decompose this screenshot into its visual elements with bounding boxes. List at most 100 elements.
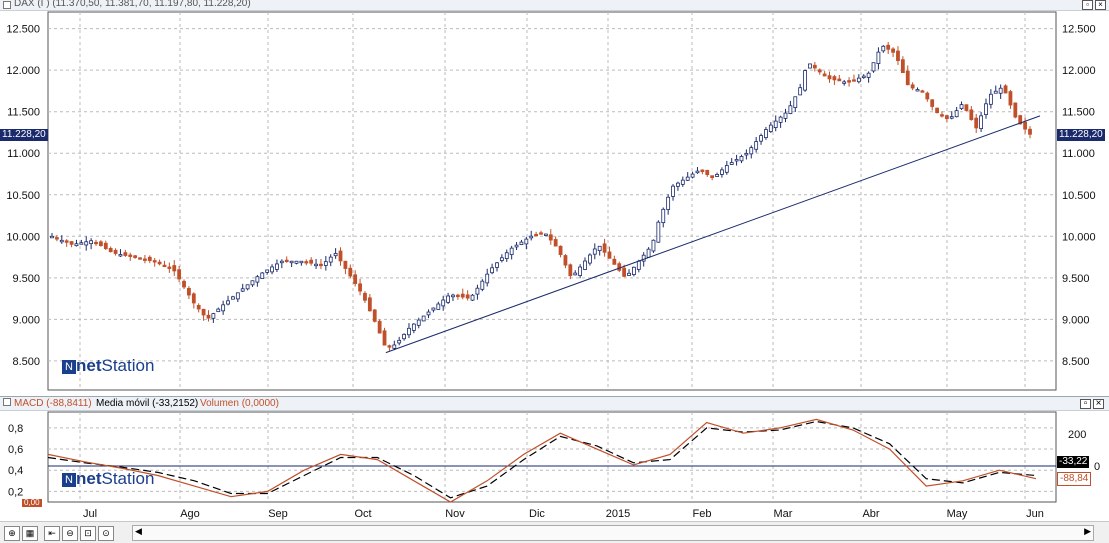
candle-body (627, 272, 631, 276)
candle-body (646, 248, 651, 258)
candle-body (524, 238, 529, 245)
horizontal-scrollbar[interactable]: ◀ ▶ (132, 525, 1094, 541)
candle-body (416, 319, 421, 326)
candle-body (275, 263, 279, 270)
restore-icon[interactable]: ▫ (1082, 0, 1093, 10)
candle-body (842, 81, 847, 84)
candle-body (607, 251, 612, 259)
candle-body (964, 104, 969, 111)
candle-body (167, 266, 172, 269)
x-tick-label: Oct (354, 508, 371, 520)
zoom-out-icon[interactable]: ⊖ (62, 526, 78, 541)
candle-body (876, 51, 881, 65)
zoom-region-icon[interactable]: ⊡ (80, 526, 96, 541)
candle-body (1008, 91, 1013, 106)
candle-body (661, 208, 666, 224)
ma-value-tag: -33,22 (1057, 456, 1090, 468)
scroll-left-icon[interactable]: ⇤ (44, 526, 60, 541)
candle-body (749, 147, 754, 155)
candle-body (392, 344, 397, 349)
candle-body (680, 179, 685, 185)
candle-body (539, 232, 543, 235)
candle-body (896, 50, 900, 62)
candle-body (632, 266, 636, 275)
candle-body (583, 260, 587, 270)
candle-body (822, 73, 827, 77)
candle-body (128, 254, 133, 257)
candle-body (221, 304, 226, 312)
candle-body (367, 297, 372, 312)
candle-body (465, 294, 470, 299)
candle-body (666, 196, 671, 210)
scroll-left-arrow[interactable]: ◀ (135, 526, 142, 536)
candle-body (553, 239, 558, 247)
candle-body (949, 116, 954, 119)
candle-body (578, 266, 583, 276)
zoom-fit-icon[interactable]: ⊙ (98, 526, 114, 541)
scroll-right-arrow[interactable]: ▶ (1084, 526, 1091, 536)
candle-body (509, 247, 514, 256)
candle-body (979, 115, 983, 130)
candle-body (333, 253, 338, 257)
macd-tick-right: 200 (1068, 429, 1086, 441)
y-tick-label-left: 10.000 (6, 231, 40, 243)
candle-body (768, 124, 773, 132)
panel-restore-icon[interactable]: ▫ (1080, 399, 1091, 409)
window-menu-icon[interactable] (3, 1, 11, 9)
candle-body (817, 69, 822, 73)
y-tick-label-left: 9.000 (12, 314, 40, 326)
logo-brand-2: net (76, 469, 102, 488)
x-tick-label: 2015 (606, 508, 630, 520)
candle-body (935, 107, 939, 114)
bottom-toolbar: ⊕ ▦ ⇤ ⊖ ⊡ ⊙ ◀ ▶ (0, 521, 1109, 543)
candle-body (592, 248, 597, 255)
candle-body (446, 295, 450, 303)
candle-body (871, 62, 876, 72)
chart-window-titlebar: DAX (I ) (11.370,50, 11.381,70, 11.197,8… (0, 0, 1109, 11)
y-tick-label-right: 12.500 (1062, 24, 1096, 36)
candle-body (64, 240, 69, 243)
close-icon[interactable]: × (1095, 0, 1106, 10)
grid-icon[interactable]: ▦ (22, 526, 38, 541)
current-price-tag-left: 11.228,20 (0, 129, 48, 141)
candle-body (1028, 128, 1032, 135)
candle-body (739, 156, 744, 162)
candle-body (348, 267, 353, 277)
x-tick-label: Feb (693, 508, 712, 520)
candle-body (118, 254, 123, 257)
macd-tick-right: 0 (1094, 461, 1100, 473)
candle-body (1013, 102, 1018, 118)
candle-body (969, 109, 974, 120)
logo-brand: net (76, 356, 102, 375)
candle-body (499, 257, 504, 261)
candle-body (568, 264, 573, 277)
candle-body (954, 110, 959, 118)
y-tick-label-right: 9.500 (1062, 273, 1090, 285)
panel-menu-icon[interactable] (3, 398, 11, 406)
candle-body (715, 174, 719, 177)
candle-body (622, 267, 627, 277)
candle-body (172, 265, 177, 272)
macd-tick-left: 0,2 (8, 486, 23, 498)
candle-body (314, 263, 318, 267)
candle-body (808, 63, 812, 69)
chart-title: DAX (I ) (11.370,50, 11.381,70, 11.197,8… (14, 0, 251, 9)
candle-body (455, 294, 460, 298)
candle-body (788, 105, 793, 114)
zoom-in-icon[interactable]: ⊕ (4, 526, 20, 541)
candle-body (54, 237, 59, 240)
panel-close-icon[interactable]: × (1093, 399, 1104, 409)
candle-body (998, 87, 1003, 94)
candle-body (543, 233, 548, 236)
candle-body (451, 294, 455, 298)
y-tick-label-right: 10.000 (1062, 231, 1096, 243)
candle-body (993, 90, 998, 94)
candle-body (700, 169, 705, 173)
candle-body (201, 308, 206, 316)
x-tick-label: Dic (529, 508, 545, 520)
candle-body (270, 266, 274, 273)
candle-body (328, 256, 333, 263)
candle-body (436, 303, 441, 310)
candle-body (984, 103, 988, 115)
